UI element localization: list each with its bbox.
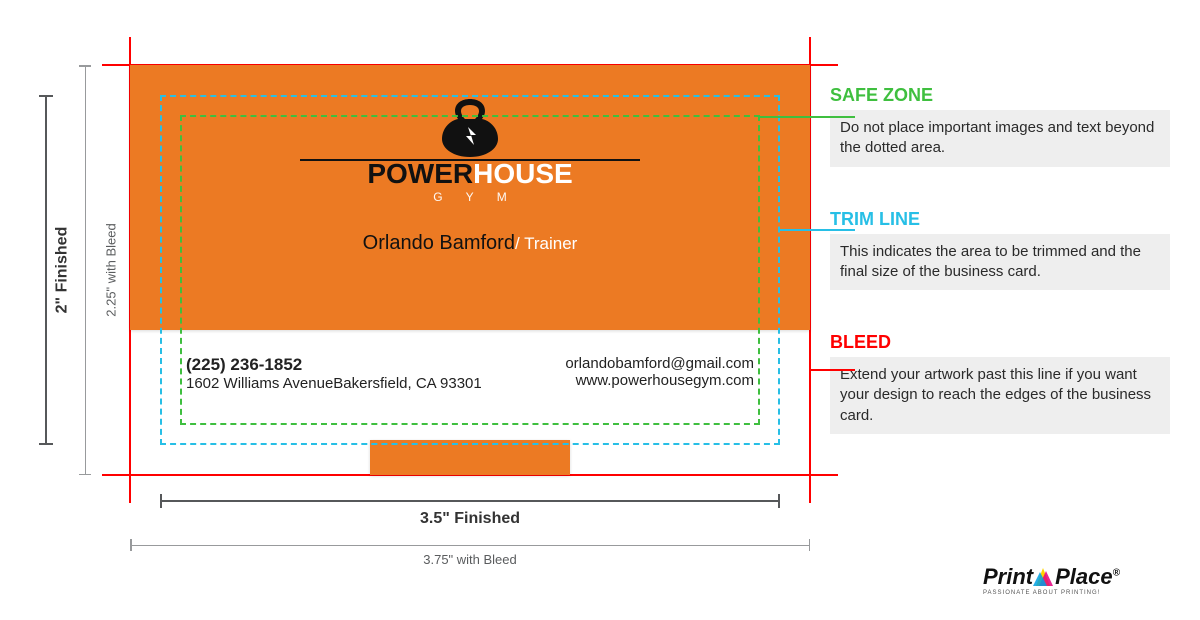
callout-bleed-title: BLEED xyxy=(830,332,1170,353)
callouts-panel: SAFE ZONE Do not place important images … xyxy=(830,85,1170,476)
business-card-artwork: POWERHOUSE G Y M Orlando Bamford/ Traine… xyxy=(130,65,810,475)
logo-registered: ® xyxy=(1113,568,1120,579)
card-contact-info: (225) 236-1852 1602 Williams AvenueBaker… xyxy=(186,355,754,392)
callout-bleed: BLEED Extend your artwork past this line… xyxy=(830,332,1170,434)
card-top-panel: POWERHOUSE G Y M Orlando Bamford/ Traine… xyxy=(130,65,810,330)
dimension-width-finished-label: 3.5" Finished xyxy=(420,510,520,528)
card-bottom-accent xyxy=(370,440,570,475)
brand-word-1: POWER xyxy=(367,158,473,189)
brand-name: POWERHOUSE xyxy=(130,160,810,188)
leader-line-trim xyxy=(780,229,855,231)
printplace-tagline: PASSIONATE ABOUT PRINTING! xyxy=(983,590,1120,596)
leader-line-safe xyxy=(760,116,855,118)
callout-trim-body: This indicates the area to be trimmed an… xyxy=(830,234,1170,291)
dimension-height-bleed: 2.25" with Bleed xyxy=(85,65,86,475)
person-line: Orlando Bamford/ Trainer xyxy=(130,232,810,255)
kettlebell-icon xyxy=(440,99,500,157)
leader-line-bleed xyxy=(810,369,855,371)
contact-phone: (225) 236-1852 xyxy=(186,355,482,375)
printplace-logo: Print Place® PASSIONATE ABOUT PRINTING! xyxy=(983,564,1120,596)
person-name: Orlando Bamford xyxy=(363,232,515,254)
dimension-width-finished: 3.5" Finished xyxy=(160,500,780,502)
contact-address: 1602 Williams AvenueBakersfield, CA 9330… xyxy=(186,375,482,392)
callout-safe-body: Do not place important images and text b… xyxy=(830,110,1170,167)
callout-trim-title: TRIM LINE xyxy=(830,209,1170,230)
person-role: / Trainer xyxy=(515,234,577,253)
dimension-height-bleed-label: 2.25" with Bleed xyxy=(103,223,118,317)
dimension-height-finished-label: 2" Finished xyxy=(53,227,71,314)
printplace-swatch-icon xyxy=(1033,566,1055,588)
callout-trim-line: TRIM LINE This indicates the area to be … xyxy=(830,209,1170,291)
card-stage: POWERHOUSE G Y M Orlando Bamford/ Traine… xyxy=(130,65,810,475)
contact-website: www.powerhousegym.com xyxy=(565,372,754,389)
contact-left: (225) 236-1852 1602 Williams AvenueBaker… xyxy=(186,355,482,392)
callout-bleed-body: Extend your artwork past this line if yo… xyxy=(830,357,1170,434)
brand-word-2: HOUSE xyxy=(473,158,573,189)
contact-right: orlandobamford@gmail.com www.powerhouseg… xyxy=(565,355,754,392)
contact-email: orlandobamford@gmail.com xyxy=(565,355,754,372)
dimension-width-bleed-label: 3.75" with Bleed xyxy=(423,552,517,567)
printplace-logo-text: Print Place® xyxy=(983,564,1120,590)
dimension-height-finished: 2" Finished xyxy=(45,95,47,445)
callout-safe-title: SAFE ZONE xyxy=(830,85,1170,106)
logo-word-1: Print xyxy=(983,564,1033,589)
callout-safe-zone: SAFE ZONE Do not place important images … xyxy=(830,85,1170,167)
dimension-width-bleed: 3.75" with Bleed xyxy=(130,545,810,546)
brand-subtitle: G Y M xyxy=(140,190,810,204)
logo-word-2: Place xyxy=(1055,564,1113,589)
